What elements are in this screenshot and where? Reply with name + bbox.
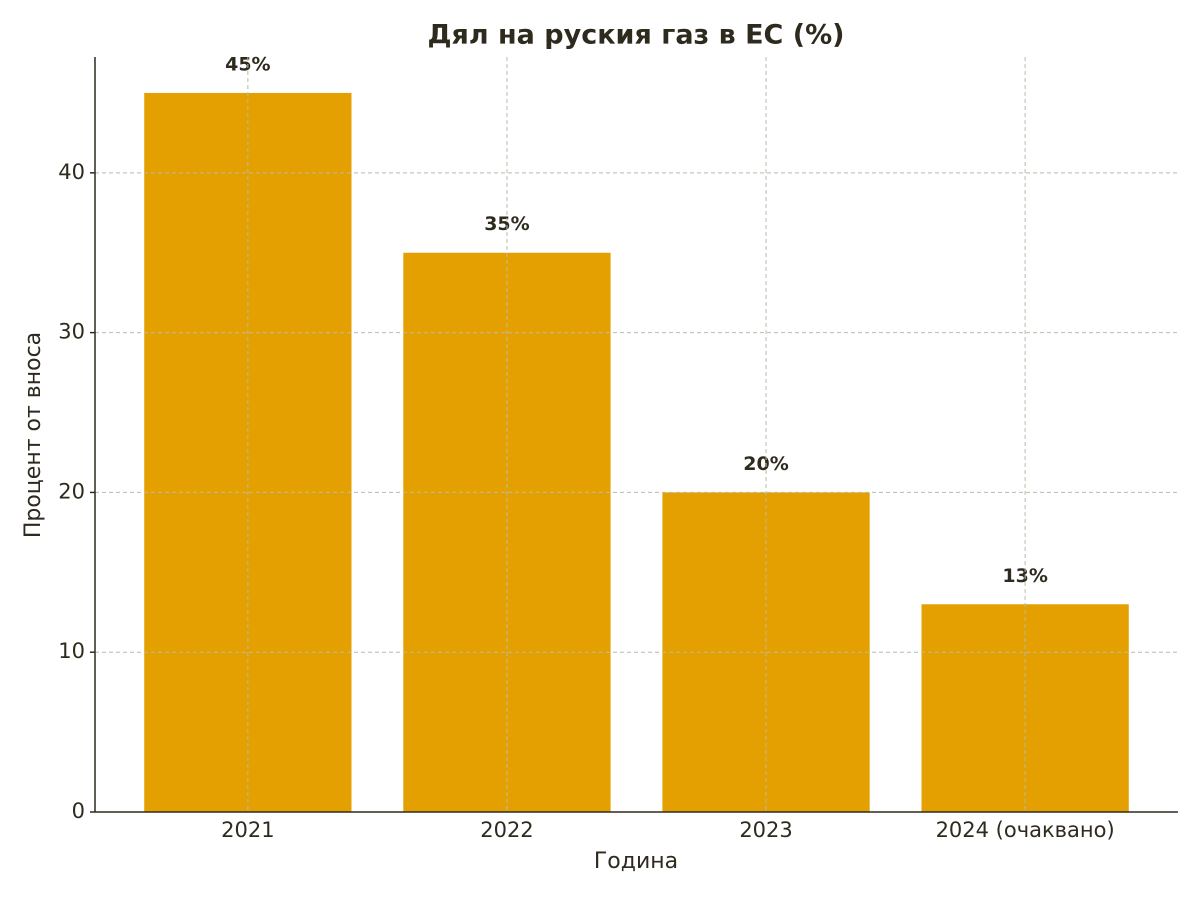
- y-axis-label: Процент от вноса: [21, 332, 46, 538]
- y-tick-label: 30: [58, 320, 85, 344]
- x-tick-label: 2023: [739, 818, 792, 842]
- x-tick-label: 2024 (очаквано): [936, 818, 1115, 842]
- y-tick-label: 40: [58, 160, 85, 184]
- x-tick-label: 2022: [480, 818, 533, 842]
- y-tick-label: 10: [58, 639, 85, 663]
- value-label: 35%: [484, 213, 529, 235]
- x-tick-label: 2021: [221, 818, 274, 842]
- y-tick-label: 20: [58, 479, 85, 503]
- bar: [403, 252, 611, 813]
- chart-title: Дял на руския газ в ЕС (%): [427, 20, 844, 51]
- x-axis-label: Година: [594, 849, 678, 874]
- y-tick-label: 0: [72, 799, 85, 823]
